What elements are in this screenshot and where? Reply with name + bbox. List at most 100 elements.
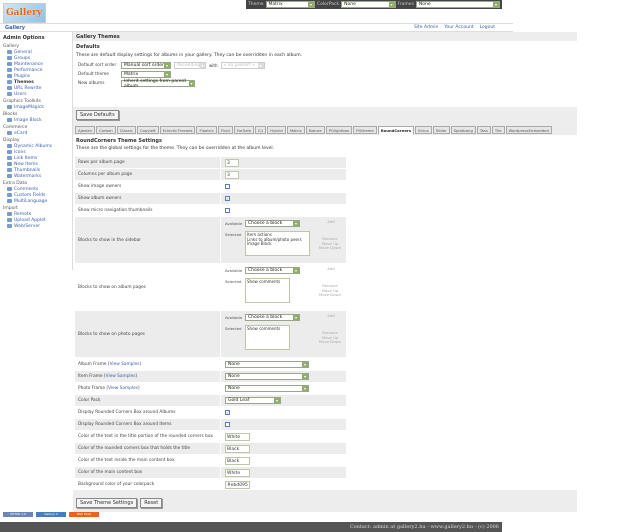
color-input-c1[interactable]: White: [225, 432, 250, 441]
site-admin-link[interactable]: Site Admin: [413, 25, 439, 30]
sidebar-item-maintenance[interactable]: Maintenance: [3, 61, 69, 67]
tab-pgtheme[interactable]: PGtheme: [353, 126, 377, 134]
move-up-button[interactable]: Move Up: [321, 240, 339, 246]
sidebar-item-imagemagick[interactable]: ImageMagick: [3, 104, 69, 110]
remove-block-button[interactable]: Remove: [322, 236, 338, 241]
add-block-button[interactable]: Add: [327, 266, 335, 271]
color-input-c4[interactable]: White: [225, 468, 250, 477]
album-frame-select[interactable]: None ▾: [225, 361, 309, 368]
colorpack-select[interactable]: None ▾: [341, 1, 396, 8]
sidebar-item-icons[interactable]: Icons: [3, 149, 69, 155]
color-input-c3[interactable]: Black: [225, 456, 250, 465]
new-albums-select[interactable]: Inherit settings from parent album ▾: [121, 79, 195, 89]
selected-block-option[interactable]: Show comments: [247, 326, 281, 331]
logout-link[interactable]: Logout: [479, 25, 495, 30]
sidebar-item-performance[interactable]: Performance: [3, 67, 69, 73]
color-pack-select[interactable]: Gold Leaf ▾: [225, 397, 281, 404]
move-up-button[interactable]: Move Up: [321, 334, 339, 340]
micro-thumbnails-checkbox[interactable]: [225, 208, 230, 213]
move-down-button[interactable]: Move Down: [318, 339, 342, 345]
tab-pglightbox[interactable]: PGlightbox: [325, 126, 353, 134]
sidebar-item-plugins[interactable]: Plugins: [3, 73, 69, 79]
sidebar-item-ecard[interactable]: eCard: [3, 130, 69, 136]
sidebar-item-dynamic-albums[interactable]: Dynamic Albums: [3, 143, 69, 149]
selected-block-option[interactable]: Item actions: [247, 232, 272, 237]
color-input-c2[interactable]: Black: [225, 444, 250, 453]
selected-blocks-list[interactable]: Show comments: [245, 325, 290, 350]
rss-badge[interactable]: RSS Feed: [69, 512, 99, 517]
move-down-button[interactable]: Move Down: [318, 292, 342, 298]
selected-block-option[interactable]: Image Block: [247, 241, 272, 247]
sidebar-item-multilanguage[interactable]: MultiLanguage: [3, 198, 69, 204]
sidebar-item-groups[interactable]: Groups: [3, 55, 69, 61]
gallery-logo[interactable]: Gallery: [3, 3, 46, 23]
view-samples-link[interactable]: View Samples: [105, 374, 136, 379]
sidebar-item-url-rewrite[interactable]: URL Rewrite: [3, 85, 69, 91]
sidebar-item-link-items[interactable]: Link Items: [3, 155, 69, 161]
save-defaults-button[interactable]: Save Defaults: [76, 110, 119, 120]
available-blocks-select[interactable]: Choose a block ▾: [245, 220, 300, 227]
tab-forsale[interactable]: ForSale: [233, 126, 254, 134]
remove-block-button[interactable]: Remove: [322, 283, 338, 288]
tab-fluid[interactable]: Fluid: [217, 126, 233, 134]
show-album-owners-checkbox[interactable]: ✓: [225, 196, 230, 201]
tab-tass[interactable]: Tass: [476, 126, 491, 134]
sidebar-item-thumbnails[interactable]: Thumbnails: [3, 167, 69, 173]
breadcrumb[interactable]: Gallery: [0, 23, 513, 32]
available-blocks-select[interactable]: Choose a block ▾: [245, 314, 300, 321]
default-theme-select[interactable]: Matrix ▾: [121, 71, 171, 78]
tab-wordpressembedded[interactable]: WordpressEmbedded: [505, 126, 552, 134]
sidebar-item-general[interactable]: General: [3, 49, 69, 55]
gallery-badge[interactable]: Gallery 2: [36, 512, 66, 517]
tab-slider[interactable]: Slider: [432, 126, 450, 134]
sidebar-item-remote[interactable]: Remote: [3, 211, 69, 217]
xhtml-badge[interactable]: XHTML 1.0: [3, 512, 33, 517]
rc-albums-checkbox[interactable]: ✓: [225, 410, 230, 415]
available-blocks-select[interactable]: Choose a block ▾: [245, 267, 300, 274]
sidebar-item-web-server[interactable]: Web/Server: [3, 223, 69, 229]
tab-splatbang[interactable]: Splatbang: [450, 126, 476, 134]
theme-select[interactable]: Matrix ▾: [265, 1, 316, 8]
sidebar-item-custom-fields[interactable]: Custom Fields: [3, 192, 69, 198]
tab-eclecticthreads[interactable]: EclecticThreads: [159, 126, 196, 134]
frames-select[interactable]: None ▾: [415, 1, 500, 8]
columns-per-page-input[interactable]: 3: [225, 170, 239, 179]
your-account-link[interactable]: Your Account: [444, 25, 474, 30]
tab-matrix[interactable]: Matrix: [286, 126, 305, 134]
add-block-button[interactable]: Add: [327, 313, 335, 318]
show-image-owners-checkbox[interactable]: [225, 184, 230, 189]
move-up-button[interactable]: Move Up: [321, 287, 339, 293]
remove-block-button[interactable]: Remove: [322, 330, 338, 335]
selected-block-option[interactable]: Links to album/photo peers: [247, 236, 302, 242]
sort-order-select[interactable]: Manual sort order ▾: [121, 62, 171, 69]
move-down-button[interactable]: Move Down: [318, 245, 342, 251]
selected-block-option[interactable]: Show comments: [247, 279, 281, 284]
tab-ajaxian[interactable]: Ajaxian: [75, 126, 96, 134]
view-samples-link[interactable]: View Samples: [108, 386, 138, 391]
tab-carbon[interactable]: Carbon: [96, 126, 116, 134]
color-input-c5[interactable]: #ebd095: [225, 480, 250, 489]
photo-frame-select[interactable]: None ▾: [225, 385, 309, 392]
tab-tile[interactable]: Tile: [491, 126, 505, 134]
item-frame-select[interactable]: None ▾: [225, 373, 309, 380]
reset-button[interactable]: Reset: [140, 498, 163, 508]
rc-items-checkbox[interactable]: [225, 422, 230, 427]
view-samples-link[interactable]: View Samples: [109, 362, 140, 367]
add-block-button[interactable]: Add: [327, 219, 335, 224]
tab-floatrix[interactable]: Floatrix: [196, 126, 217, 134]
tab-g1[interactable]: G1: [254, 126, 267, 134]
tab-classic[interactable]: Classic: [116, 126, 136, 134]
sidebar-item-watermarks[interactable]: Watermarks: [3, 173, 69, 179]
sidebar-item-users[interactable]: Users: [3, 91, 69, 97]
selected-blocks-list[interactable]: Show comments: [245, 278, 290, 303]
save-theme-settings-button[interactable]: Save Theme Settings: [76, 498, 138, 508]
tab-nature[interactable]: Nature: [305, 126, 325, 134]
tab-siriux[interactable]: Siriux: [415, 126, 432, 134]
sidebar-item-image-block[interactable]: Image Block: [3, 117, 69, 123]
tab-roundcorners[interactable]: RoundCorners: [377, 126, 415, 135]
tab-copyleft[interactable]: Copyleft: [136, 126, 159, 134]
tab-hybrid[interactable]: Hybrid: [267, 126, 286, 134]
sidebar-item-comments[interactable]: Comments: [3, 186, 69, 192]
rows-per-page-input[interactable]: 3: [225, 158, 239, 167]
sidebar-item-new-items[interactable]: New Items: [3, 161, 69, 167]
